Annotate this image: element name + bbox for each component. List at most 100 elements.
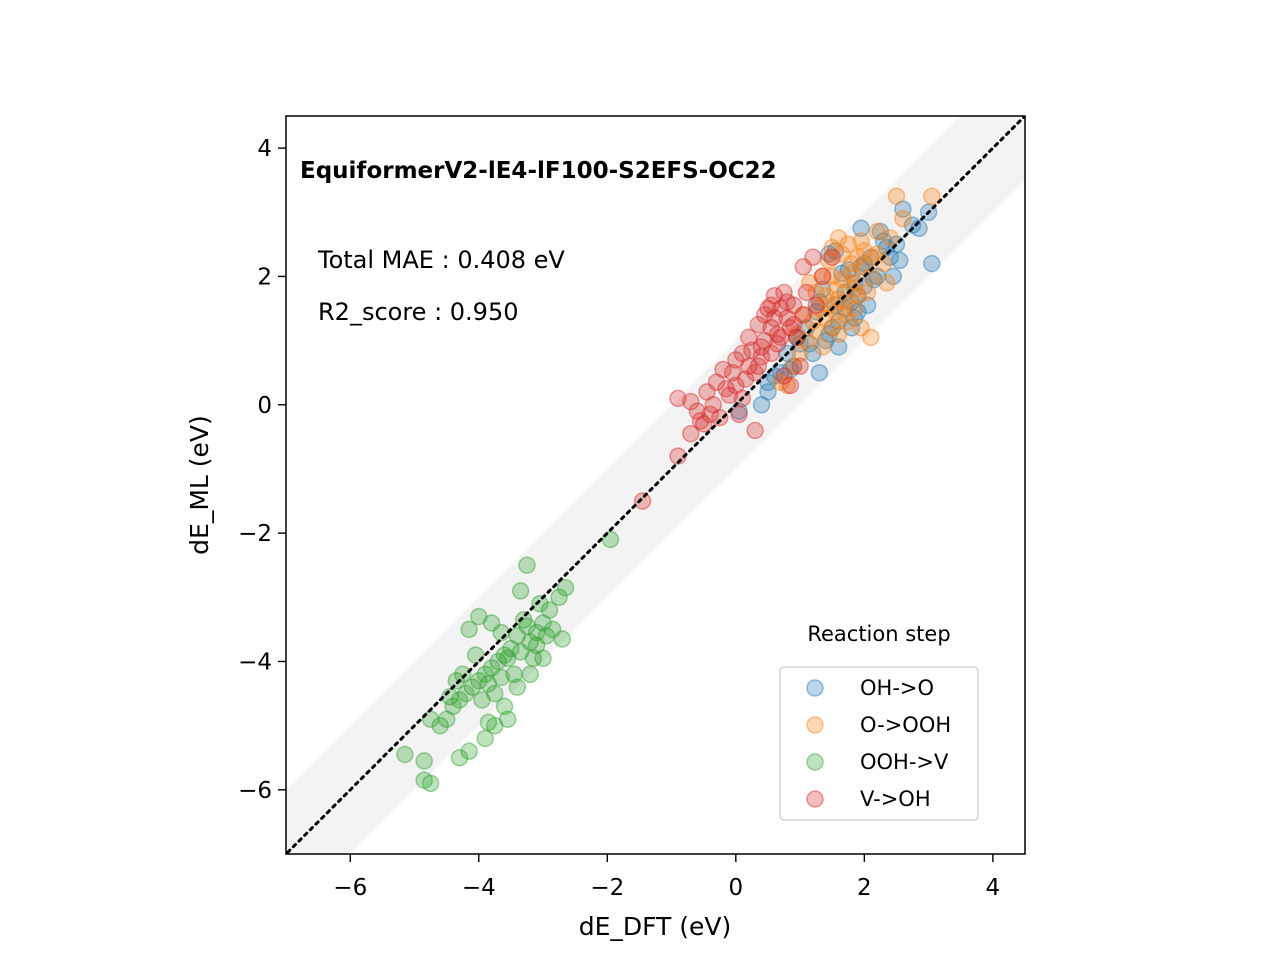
data-point xyxy=(817,331,835,350)
data-point xyxy=(743,341,761,359)
data-point xyxy=(878,274,896,292)
data-point xyxy=(759,299,777,318)
legend-label: OOH->V xyxy=(860,750,949,774)
data-point xyxy=(534,649,552,668)
data-point xyxy=(531,594,549,613)
data-point xyxy=(492,623,511,642)
data-point xyxy=(527,623,546,642)
data-point xyxy=(784,315,803,334)
plot-frame xyxy=(285,115,1026,855)
data-point xyxy=(887,187,906,205)
data-point xyxy=(727,351,745,369)
data-point xyxy=(707,373,726,392)
data-point xyxy=(820,325,838,343)
data-point xyxy=(858,296,877,315)
data-point xyxy=(473,691,491,709)
legend-items: OH->O O->OOH OOH->V V->OH xyxy=(806,676,951,811)
data-point xyxy=(457,684,475,703)
data-point xyxy=(492,668,511,687)
data-point xyxy=(704,396,723,414)
parity-dotted-line xyxy=(286,116,1025,854)
data-point xyxy=(669,389,687,408)
data-point xyxy=(437,710,456,728)
data-point xyxy=(765,286,784,305)
data-point xyxy=(521,665,539,684)
data-point xyxy=(791,335,809,353)
data-point xyxy=(784,357,803,376)
data-point xyxy=(839,312,858,331)
data-point xyxy=(836,306,854,324)
data-point xyxy=(865,270,883,289)
data-point xyxy=(736,370,755,388)
data-point xyxy=(550,588,568,607)
data-point xyxy=(727,376,745,395)
data-point xyxy=(823,267,841,286)
data-point xyxy=(813,267,832,286)
legend-marker xyxy=(806,716,824,734)
data-point xyxy=(813,280,832,299)
data-point xyxy=(746,421,764,440)
data-point xyxy=(482,614,501,632)
data-point xyxy=(778,309,796,327)
data-point xyxy=(498,649,517,668)
legend-box xyxy=(779,666,979,821)
series-0 xyxy=(730,200,941,420)
data-point xyxy=(463,678,482,696)
data-point xyxy=(486,716,504,735)
data-point xyxy=(842,293,861,311)
data-point xyxy=(543,620,562,639)
data-point xyxy=(505,665,523,684)
data-point xyxy=(839,235,858,254)
data-point xyxy=(804,344,822,363)
series-1 xyxy=(772,187,941,395)
data-point xyxy=(752,338,771,356)
data-point xyxy=(759,383,777,401)
data-point xyxy=(486,684,504,703)
data-point xyxy=(682,424,700,443)
y-axis-label: dE_ML (eV) xyxy=(185,415,214,555)
data-point xyxy=(772,373,790,392)
legend: Reaction step OH->O O->OOH OOH->V V->OH xyxy=(779,622,979,821)
data-point xyxy=(556,578,575,597)
data-point xyxy=(772,299,790,318)
data-point xyxy=(871,222,890,241)
data-point xyxy=(800,274,819,292)
data-point xyxy=(720,386,739,404)
data-point xyxy=(778,376,796,395)
x-tick-label: 4 xyxy=(986,875,1001,901)
data-point xyxy=(749,315,768,334)
legend-marker xyxy=(806,790,824,808)
data-point xyxy=(746,363,764,382)
mae-annotation: Total MAE : 0.408 eV xyxy=(317,246,565,274)
data-point xyxy=(833,245,851,263)
data-point xyxy=(858,283,877,302)
data-point xyxy=(701,405,719,424)
data-point xyxy=(845,309,864,327)
data-point xyxy=(836,283,854,302)
legend-title: Reaction step xyxy=(807,622,950,646)
legend-label: OH->O xyxy=(860,676,934,700)
x-tick-label: −2 xyxy=(590,875,624,901)
data-point xyxy=(823,319,841,337)
legend-label: V->OH xyxy=(860,787,931,811)
data-point xyxy=(524,649,543,668)
data-point xyxy=(444,697,462,716)
data-point xyxy=(881,229,899,247)
data-point xyxy=(923,254,941,273)
data-point xyxy=(810,293,829,311)
data-point xyxy=(884,267,903,286)
data-point xyxy=(527,636,546,655)
data-point xyxy=(781,319,800,337)
data-point xyxy=(470,671,488,690)
data-point xyxy=(833,270,851,289)
data-point xyxy=(849,248,867,266)
data-point xyxy=(797,283,816,302)
data-point xyxy=(762,344,780,363)
data-point xyxy=(784,296,803,315)
data-point xyxy=(868,267,886,286)
data-point xyxy=(775,367,793,385)
y-tick-label: −6 xyxy=(238,778,272,804)
data-point xyxy=(923,187,941,205)
